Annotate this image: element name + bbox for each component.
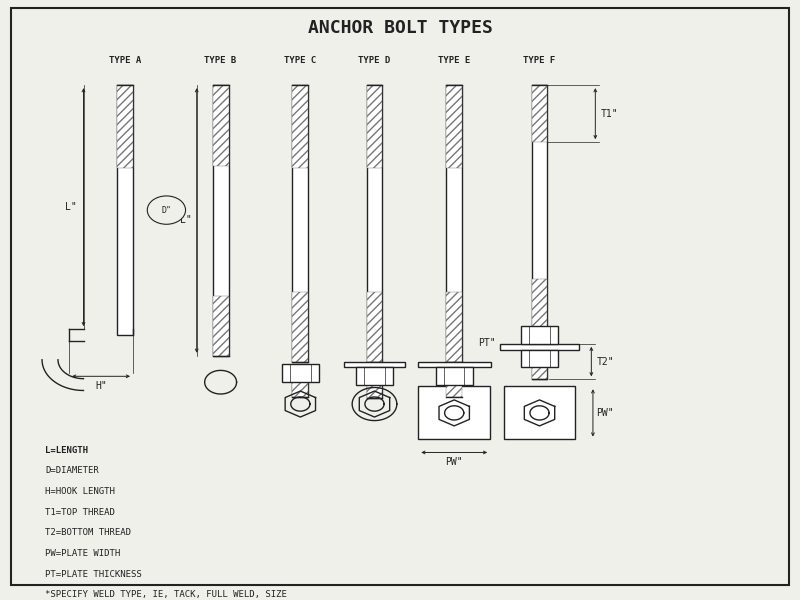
Bar (418, 386, 490, 439)
Bar (446, 385, 462, 397)
Circle shape (147, 196, 186, 224)
Bar (356, 367, 393, 385)
Text: TYPE F: TYPE F (523, 56, 556, 65)
Bar (344, 362, 405, 367)
Bar (521, 326, 558, 344)
Text: PT": PT" (478, 338, 496, 348)
Bar (366, 85, 382, 168)
Bar (521, 350, 558, 367)
Text: TYPE B: TYPE B (205, 56, 237, 65)
Bar (418, 362, 491, 367)
Text: ANCHOR BOLT TYPES: ANCHOR BOLT TYPES (307, 19, 493, 37)
Bar (292, 382, 308, 397)
Bar (531, 367, 547, 379)
Text: D=DIAMETER: D=DIAMETER (46, 466, 99, 475)
Text: TYPE A: TYPE A (109, 56, 141, 65)
Bar (531, 85, 547, 142)
Bar (292, 85, 308, 362)
Bar (446, 292, 462, 362)
Bar (366, 385, 382, 398)
Text: D": D" (162, 206, 171, 215)
Bar (366, 292, 382, 362)
Text: L": L" (66, 202, 77, 212)
Bar (500, 344, 579, 350)
Text: T2": T2" (597, 356, 614, 367)
Bar (531, 279, 547, 344)
Text: T1=TOP THREAD: T1=TOP THREAD (46, 508, 115, 517)
Text: T1": T1" (601, 109, 618, 119)
Bar (213, 85, 229, 356)
Bar (366, 85, 382, 362)
Bar (446, 85, 462, 362)
Text: L=LENGTH: L=LENGTH (46, 446, 88, 455)
Bar (282, 364, 318, 382)
Text: L": L" (180, 215, 192, 226)
Text: PW": PW" (446, 457, 463, 467)
Text: H=HOOK LENGTH: H=HOOK LENGTH (46, 487, 115, 496)
Text: H": H" (95, 381, 107, 391)
Bar (213, 85, 229, 166)
Text: TYPE D: TYPE D (358, 56, 390, 65)
Bar (504, 386, 575, 439)
Bar (117, 85, 133, 335)
Bar (446, 85, 462, 168)
Bar (446, 385, 462, 397)
Text: TYPE C: TYPE C (284, 56, 317, 65)
Text: PW=PLATE WIDTH: PW=PLATE WIDTH (46, 549, 121, 558)
Bar (292, 292, 308, 362)
Bar (292, 382, 308, 397)
Text: *SPECIFY WELD TYPE, IE, TACK, FULL WELD, SIZE: *SPECIFY WELD TYPE, IE, TACK, FULL WELD,… (46, 590, 287, 599)
Bar (117, 85, 133, 167)
Bar (531, 85, 547, 344)
Text: T2=BOTTOM THREAD: T2=BOTTOM THREAD (46, 528, 131, 537)
Bar (213, 296, 229, 356)
Text: TYPE E: TYPE E (438, 56, 470, 65)
Bar (531, 367, 547, 379)
Text: PW": PW" (596, 408, 614, 418)
Bar (366, 385, 382, 398)
Text: PT=PLATE THICKNESS: PT=PLATE THICKNESS (46, 569, 142, 578)
Bar (292, 85, 308, 168)
Bar (436, 367, 473, 385)
